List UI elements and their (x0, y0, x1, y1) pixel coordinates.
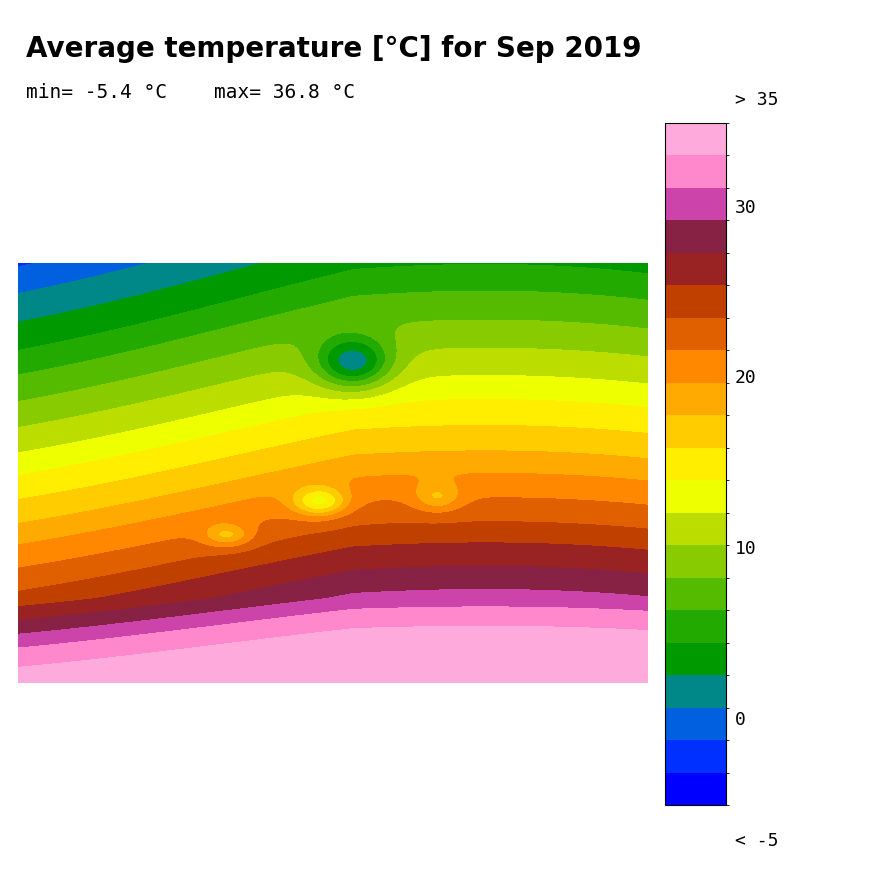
Text: > 35: > 35 (735, 91, 778, 108)
Text: Average temperature [°C] for Sep 2019: Average temperature [°C] for Sep 2019 (26, 35, 641, 63)
Text: 10: 10 (735, 540, 756, 558)
Text: 30: 30 (735, 199, 756, 217)
Text: min= -5.4 °C    max= 36.8 °C: min= -5.4 °C max= 36.8 °C (26, 83, 355, 102)
Text: 0: 0 (735, 710, 746, 729)
Text: < -5: < -5 (735, 832, 778, 850)
Text: 20: 20 (735, 369, 756, 388)
